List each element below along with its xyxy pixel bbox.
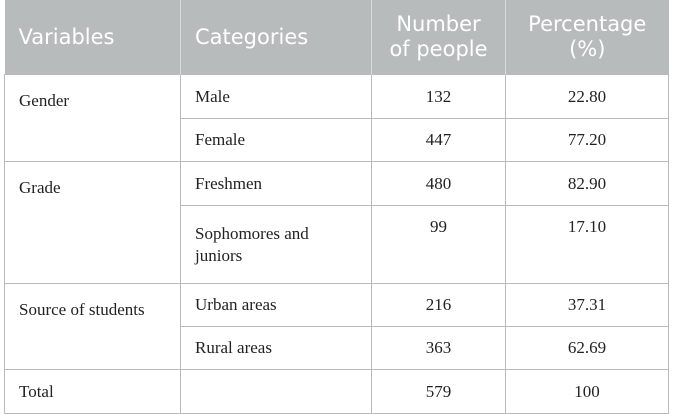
percentage-cell: 77.20 bbox=[505, 118, 669, 162]
total-label-cell: Total bbox=[4, 369, 181, 414]
number-cell: 132 bbox=[371, 74, 506, 119]
number-cell: 216 bbox=[371, 283, 506, 327]
header-percentage: Percentage (%) bbox=[505, 0, 669, 75]
number-cell: 363 bbox=[371, 326, 506, 370]
percentage-cell: 62.69 bbox=[505, 326, 669, 370]
percentage-cell: 82.90 bbox=[505, 161, 669, 206]
total-number-cell: 579 bbox=[371, 369, 506, 414]
number-cell: 447 bbox=[371, 118, 506, 162]
category-cell: Urban areas bbox=[180, 283, 372, 327]
demographics-table: Variables Categories Number of people Pe… bbox=[4, 0, 669, 414]
table-row: Source of students Urban areas 216 37.31 bbox=[4, 283, 669, 370]
header-percentage-line1: Percentage bbox=[528, 12, 647, 36]
category-cell: Male bbox=[180, 74, 372, 119]
category-cell: Rural areas bbox=[180, 326, 372, 370]
table-row: Grade Freshmen 480 82.90 bbox=[4, 161, 669, 284]
percentage-cell: 17.10 bbox=[505, 205, 669, 284]
header-categories: Categories bbox=[180, 0, 372, 75]
table-row: Rural areas 363 62.69 bbox=[5, 326, 669, 370]
total-percentage-cell: 100 bbox=[505, 369, 669, 414]
header-number-line2: of people bbox=[389, 37, 488, 61]
data-table-container: Variables Categories Number of people Pe… bbox=[4, 0, 669, 414]
category-cell: Female bbox=[180, 118, 372, 162]
total-category-cell bbox=[180, 369, 372, 414]
header-number-of-people: Number of people bbox=[371, 0, 506, 75]
table-row: Female 447 77.20 bbox=[5, 118, 669, 162]
variable-cell-grade: Grade bbox=[4, 161, 181, 284]
header-variables: Variables bbox=[4, 0, 181, 75]
header-number-line1: Number bbox=[396, 12, 481, 36]
total-row: Total 579 100 bbox=[4, 369, 669, 414]
category-cell: Sophomores and juniors bbox=[180, 205, 372, 284]
category-cell: Freshmen bbox=[180, 161, 372, 206]
variable-cell-source: Source of students bbox=[4, 283, 181, 370]
percentage-cell: 37.31 bbox=[505, 283, 669, 327]
table-row: Gender Male 132 22.80 bbox=[4, 74, 669, 162]
number-cell: 480 bbox=[371, 161, 506, 206]
header-percentage-line2: (%) bbox=[569, 37, 606, 61]
variable-cell-gender: Gender bbox=[4, 74, 181, 162]
number-cell: 99 bbox=[371, 205, 506, 284]
header-row: Variables Categories Number of people Pe… bbox=[4, 0, 669, 75]
table-row: Sophomores and juniors 99 17.10 bbox=[5, 205, 669, 284]
percentage-cell: 22.80 bbox=[505, 74, 669, 119]
